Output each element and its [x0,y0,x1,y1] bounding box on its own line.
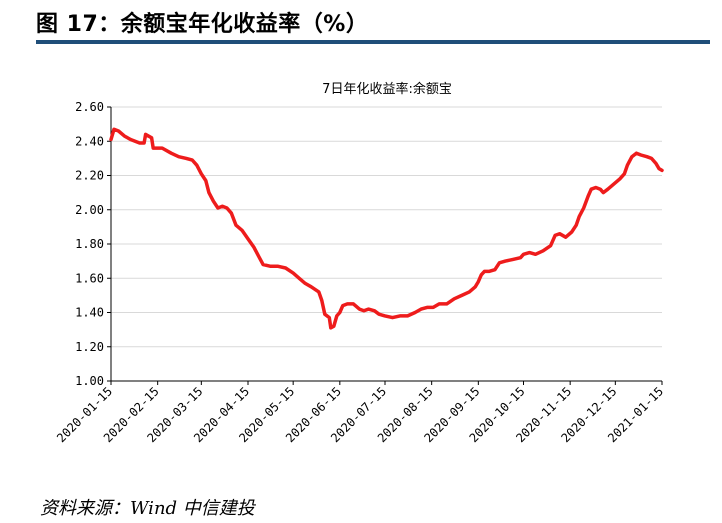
y-tick-label: 2.40 [75,134,104,148]
y-tick-label: 1.40 [75,306,104,320]
figure-title: 图 17：余额宝年化收益率（%） [36,12,369,37]
y-tick-label: 1.80 [75,237,104,251]
y-tick-label: 1.20 [75,340,104,354]
gridlines [111,106,662,348]
source-note: 资料来源：Wind 中信建投 [40,498,255,519]
axes [107,106,663,385]
y-tick-label: 1.00 [75,374,104,388]
header-rule [36,40,710,44]
x-tick-labels: 2020-01-152020-02-152020-03-152020-04-15… [54,384,666,445]
figure-header: 图 17：余额宝年化收益率（%） [36,6,710,44]
series-layer [109,127,664,330]
y-tick-label: 1.60 [75,271,104,285]
y-tick-labels: 1.00 1.20 1.40 1.60 1.80 2.00 2.20 2.40 2.60 [75,100,104,388]
chart-title: 7日年化收益率:余额宝 [322,81,452,97]
y-tick-label: 2.60 [75,100,104,114]
y-tick-label: 2.20 [75,169,104,183]
series-line [109,127,664,330]
y-tick-label: 2.00 [75,203,104,217]
